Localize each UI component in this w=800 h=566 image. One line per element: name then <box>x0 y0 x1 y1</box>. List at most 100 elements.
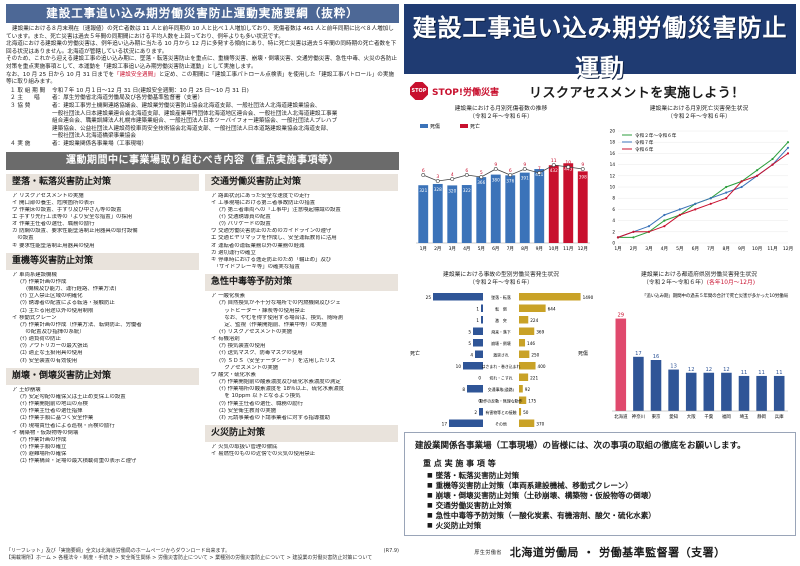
bar-value-label: 12 <box>723 367 730 373</box>
death-point <box>450 177 455 181</box>
measure-item: (ｳ) 避難場所の確保 <box>20 451 67 458</box>
category-label: 動作の反動・無理な動作 <box>480 398 523 403</box>
casualty-value-label: 175 <box>528 398 536 403</box>
measure-list: ア リスクアセスメントの実施イ 開口部の養生、危険箇所の表示ウ 作業床の設置、手… <box>6 193 199 250</box>
monthly-casualty-chart: 建設業における月別死傷者数の推移 （令和２年～令和６年） 死傷 死亡 321 1月 32… <box>406 106 596 264</box>
series-point <box>786 152 790 155</box>
death-value-label: 4 <box>451 172 454 178</box>
organizer-list: １ 取 組 期 間令和７年 10 月１日～12 月 31 日(建設安全週間：10… <box>6 88 399 149</box>
casualty-bar <box>519 385 523 393</box>
death-value-label: 6 <box>509 168 512 174</box>
measure-item: ア 火気の取扱い管理の徹底 <box>211 444 278 451</box>
bar-value-label: 328 <box>434 187 442 192</box>
bar <box>418 185 429 243</box>
measure-item: (ｳ) アウトリガーの最大張出 <box>20 343 88 350</box>
death-bar <box>479 408 483 416</box>
measure-item: カ 防網の設置、要求性能墜落制止用器具の取付設備 <box>12 228 138 235</box>
measures-column-left: 墜落・転落災害防止対策ア リスクアセスメントの実施イ 開口部の養生、危険箇所の表… <box>6 173 199 469</box>
x-tick-label: 8月 <box>521 246 528 252</box>
chart4-svg: 「追い込み期」期間中の過去５年間の合計で死亡災害が多かった10労働局 29 北海道 1… <box>612 292 788 420</box>
measure-item: オ 作業主任者の選任、職務の励行 <box>12 221 95 228</box>
x-tick-label: 8月 <box>722 246 729 252</box>
y-tick-label: 6 <box>612 207 615 212</box>
death-value-label: 10 <box>456 364 462 369</box>
measure-item: (ｵ) 安全装置の有効使用 <box>20 357 78 364</box>
prefecture-chart: 建設業における都道府県別労働災害発生状況 （令和２年～令和６年）(各年10月～1… <box>604 272 794 440</box>
bar-value-label: 17 <box>635 351 642 357</box>
bar-value-label: 391 <box>521 176 529 181</box>
measure-item: (ｴ) 安全衛生教育の実施 <box>219 407 277 414</box>
chart1-title: 建設業における月別死傷者数の推移 <box>454 106 548 112</box>
series-point <box>647 230 651 233</box>
bar <box>633 356 644 411</box>
death-value-label: 17 <box>442 421 448 426</box>
category-label: その他 <box>495 421 507 426</box>
death-point <box>580 167 585 171</box>
bar-value-label: 321 <box>419 188 427 193</box>
x-tick-label: 静岡 <box>757 413 766 420</box>
x-tick-label: 7月 <box>507 246 514 252</box>
chart4-subtitle: （令和２年～令和６年）(各年10月～12月) <box>642 279 756 286</box>
series-point <box>771 163 774 166</box>
death-value-label: 3 <box>436 174 439 180</box>
casualty-value-label: 146 <box>527 341 535 346</box>
bar <box>534 169 545 243</box>
measure-list: ア 一酸化炭素 (ｱ) 自然換気が不十分な場所での内燃機関及びジェ ットヒーター・… <box>205 293 398 422</box>
bar-value-label: 366 <box>477 180 485 185</box>
risk-assessment-row: STOP STOP!労働災害 リスクアセスメントを実施しよう！ <box>404 80 796 102</box>
chart1-svg: 死傷 死亡3211月3282月3203月3224月3665月3806月3767月3… <box>416 123 590 252</box>
series-point <box>663 219 666 222</box>
bar <box>577 171 588 243</box>
category-label: 墜落・転落 <box>491 295 511 300</box>
left-axis-label: 死亡 <box>410 350 420 357</box>
monthly-fatality-chart: 建設業における月別死亡災害発生状況 （令和２年～令和６年） 0 2 4 6 8 10 12 1… <box>604 106 794 264</box>
category-label: 激突され <box>493 352 509 357</box>
left-page: 建設工事追い込み期労働災害防止運動実施要綱（抜粋） 建設業における８月末現在（速… <box>6 4 399 562</box>
casualty-bar <box>519 339 526 347</box>
safety-week-highlight: 「建設安全週間」 <box>114 71 159 78</box>
measure-item: 「サイドブレーキ等」の確実な措置 <box>211 264 300 271</box>
measure-item: ア 一酸化炭素 <box>211 293 246 300</box>
y-tick-label: 16 <box>610 151 616 156</box>
x-tick-label: 7月 <box>707 246 714 252</box>
measure-item: (ｲ) 送気マスク、防毒マスクの使用 <box>219 350 303 357</box>
series-point <box>616 236 620 239</box>
death-value-label: 25 <box>426 295 432 300</box>
x-tick-label: 4月 <box>463 246 470 252</box>
organizer-row: １ 取 組 期 間令和７年 10 月１日～12 月 31 日(建設安全週間：10… <box>10 87 249 94</box>
legend-label: 死傷 <box>430 123 440 130</box>
stop-sign-icon: STOP <box>410 82 428 100</box>
y-tick-label: 14 <box>610 162 616 167</box>
x-tick-label: 神奈川 <box>632 413 645 420</box>
measure-item: の設置 <box>12 235 34 242</box>
x-tick-label: 3月 <box>645 246 652 252</box>
death-bar <box>449 419 483 427</box>
right-axis-label: 死傷 <box>578 350 588 357</box>
bar-value-label: 11 <box>776 370 783 376</box>
chart4-title: 建設業における都道府県別労働災害発生状況 <box>641 272 757 278</box>
bar <box>615 318 627 411</box>
death-value-label: 5 <box>468 341 471 346</box>
measure-list: ア 土砂崩壊 (ｱ) 安定勾配の確保又は土止め支保工の設置 (ｲ) 作業開始前の地山… <box>6 387 199 466</box>
bar <box>432 183 443 243</box>
priority-banner: 運動期間中に事業場取り組むべき内容（重点実施事項等） <box>6 151 399 170</box>
series-line <box>617 152 789 238</box>
series-line <box>618 141 789 238</box>
measure-item: クアセスメントの実施 <box>219 364 279 371</box>
series-point <box>786 141 790 144</box>
death-value-label: 5 <box>480 170 483 176</box>
download-location-link[interactable]: 【掲載場所】ホーム > 各種法令・制度・手続き > 安全衛生関係 > 労働災害防… <box>6 555 373 561</box>
casualty-value-label: 250 <box>531 352 539 357</box>
bar-value-label: 29 <box>617 313 624 319</box>
x-tick-label: 愛知 <box>669 413 678 420</box>
measure-item: (ｱ) 作業計画の作成 <box>20 278 67 285</box>
x-tick-label: 5月 <box>676 246 683 252</box>
x-tick-label: 2月 <box>434 246 441 252</box>
category-label: 有害物等との接触 <box>485 410 516 415</box>
legend-label: 令和７年 <box>635 139 654 146</box>
death-value-label: 4 <box>470 352 473 357</box>
measure-item: ットヒーター・練炭等の使用禁止 <box>219 307 306 314</box>
measure-item: を 10ppm 以下となるよう換気 <box>219 393 301 400</box>
bar-value-label: 11 <box>741 370 748 376</box>
death-bar <box>481 316 483 324</box>
